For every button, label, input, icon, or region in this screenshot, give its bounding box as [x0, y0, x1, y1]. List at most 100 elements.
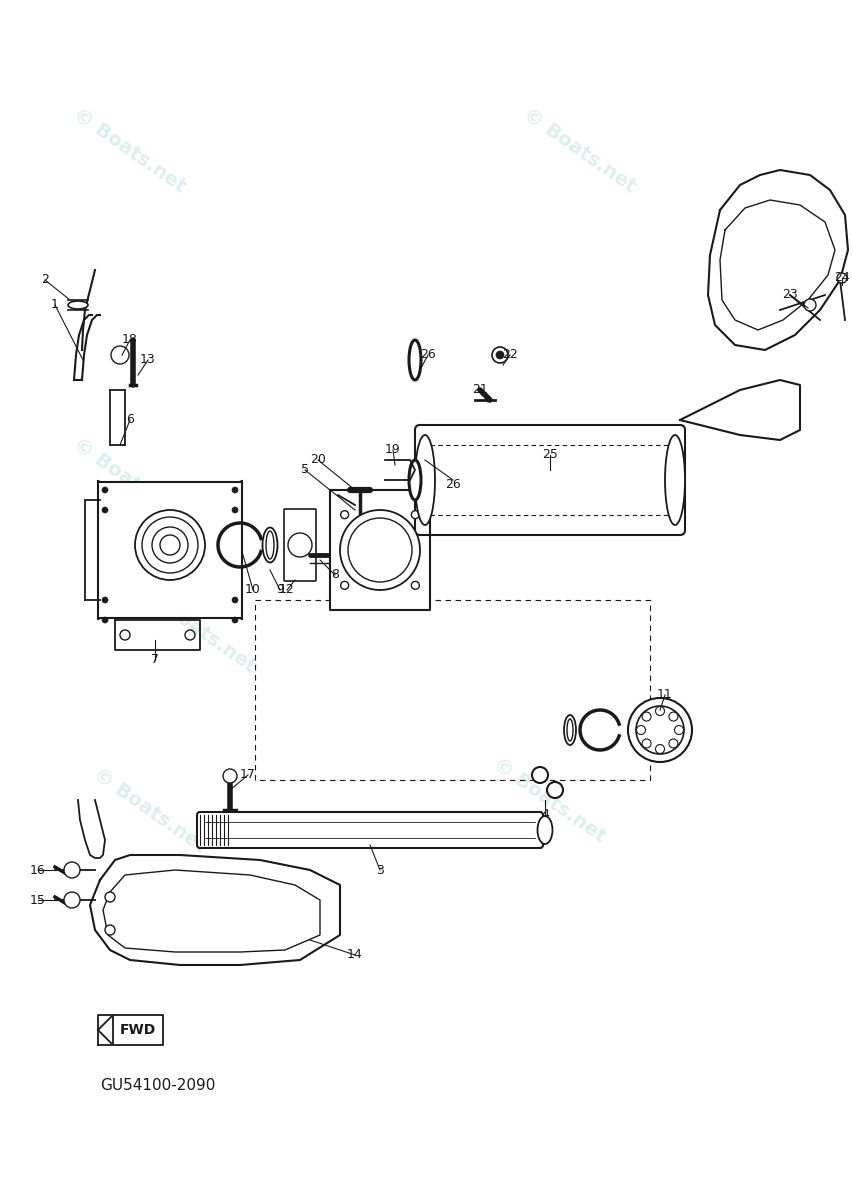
Text: 26: 26	[420, 348, 435, 361]
Ellipse shape	[68, 301, 88, 308]
Ellipse shape	[408, 340, 421, 380]
Circle shape	[411, 581, 419, 589]
Circle shape	[668, 739, 677, 748]
Text: 1: 1	[51, 299, 59, 312]
Circle shape	[135, 510, 204, 580]
Circle shape	[492, 347, 508, 362]
Text: 20: 20	[309, 454, 325, 467]
Circle shape	[636, 706, 683, 754]
Circle shape	[803, 299, 815, 311]
Circle shape	[627, 698, 691, 762]
Circle shape	[102, 506, 108, 512]
Circle shape	[232, 487, 238, 493]
Text: 14: 14	[347, 948, 362, 961]
Text: © Boats.net: © Boats.net	[440, 434, 559, 526]
Text: 3: 3	[376, 864, 383, 876]
Circle shape	[654, 744, 664, 754]
Ellipse shape	[415, 434, 435, 524]
Text: 18: 18	[122, 334, 138, 347]
FancyBboxPatch shape	[197, 812, 543, 848]
Text: 2: 2	[41, 274, 49, 287]
Polygon shape	[98, 1015, 112, 1045]
Circle shape	[152, 527, 187, 563]
Text: © Boats.net: © Boats.net	[490, 754, 609, 846]
Circle shape	[222, 769, 237, 782]
Circle shape	[160, 535, 180, 554]
Ellipse shape	[262, 528, 277, 563]
Circle shape	[64, 862, 80, 878]
Circle shape	[102, 596, 108, 602]
Circle shape	[495, 350, 504, 359]
Circle shape	[105, 925, 115, 935]
Circle shape	[64, 892, 80, 908]
Text: © Boats.net: © Boats.net	[520, 104, 639, 196]
Circle shape	[636, 726, 645, 734]
Circle shape	[105, 892, 115, 902]
Ellipse shape	[266, 530, 273, 559]
Ellipse shape	[665, 434, 684, 524]
Text: 6: 6	[126, 414, 134, 426]
Circle shape	[185, 630, 195, 640]
Circle shape	[340, 511, 348, 518]
Circle shape	[141, 517, 198, 572]
Text: 9: 9	[276, 583, 284, 596]
Text: FWD: FWD	[120, 1022, 156, 1037]
Text: 16: 16	[30, 864, 46, 876]
Text: © Boats.net: © Boats.net	[70, 104, 189, 196]
Polygon shape	[707, 170, 847, 350]
Text: 26: 26	[445, 479, 460, 492]
Text: © Boats.net: © Boats.net	[90, 764, 210, 856]
Text: 12: 12	[279, 583, 295, 596]
Text: 11: 11	[656, 689, 672, 702]
Circle shape	[232, 617, 238, 623]
Circle shape	[340, 581, 348, 589]
Text: 17: 17	[239, 768, 256, 781]
Circle shape	[120, 630, 130, 640]
Circle shape	[674, 726, 682, 734]
Text: 8: 8	[331, 569, 338, 582]
Text: 24: 24	[833, 271, 849, 284]
Ellipse shape	[563, 715, 575, 745]
Text: 15: 15	[30, 894, 46, 906]
Text: © Boats.net: © Boats.net	[140, 584, 260, 676]
Text: 7: 7	[151, 654, 158, 666]
Circle shape	[115, 350, 125, 360]
Text: 5: 5	[301, 463, 308, 476]
Text: 10: 10	[245, 583, 261, 596]
Circle shape	[654, 707, 664, 715]
Text: 19: 19	[384, 444, 400, 456]
Circle shape	[288, 533, 312, 557]
Polygon shape	[330, 490, 429, 610]
Text: GU54100-2090: GU54100-2090	[100, 1078, 215, 1092]
Text: © Boats.net: © Boats.net	[70, 434, 189, 526]
Text: 21: 21	[471, 384, 487, 396]
Polygon shape	[679, 380, 799, 440]
FancyBboxPatch shape	[98, 480, 242, 620]
Circle shape	[232, 596, 238, 602]
Circle shape	[532, 767, 547, 782]
Polygon shape	[110, 390, 125, 445]
Circle shape	[411, 511, 419, 518]
Text: 13: 13	[140, 354, 156, 366]
Circle shape	[102, 617, 108, 623]
Text: 23: 23	[781, 288, 797, 301]
Ellipse shape	[567, 719, 573, 740]
Circle shape	[232, 506, 238, 512]
Circle shape	[348, 518, 412, 582]
Circle shape	[546, 782, 562, 798]
Text: 22: 22	[502, 348, 517, 361]
Polygon shape	[78, 800, 105, 858]
Text: 25: 25	[541, 449, 557, 462]
Text: 4: 4	[540, 809, 549, 822]
Polygon shape	[90, 854, 340, 965]
Circle shape	[340, 510, 419, 590]
FancyBboxPatch shape	[415, 425, 684, 535]
FancyBboxPatch shape	[284, 509, 315, 581]
Circle shape	[668, 712, 677, 721]
Circle shape	[111, 346, 129, 364]
Circle shape	[836, 272, 846, 283]
Ellipse shape	[408, 460, 421, 500]
Circle shape	[642, 712, 650, 721]
Circle shape	[102, 487, 108, 493]
Circle shape	[642, 739, 650, 748]
